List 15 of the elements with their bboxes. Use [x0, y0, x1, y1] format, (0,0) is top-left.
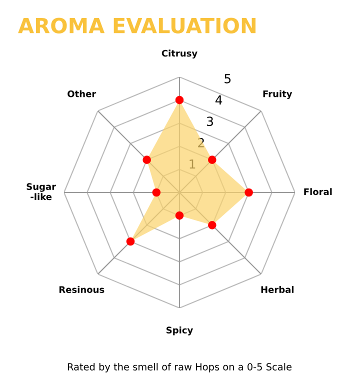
spoke-label: Floral — [304, 188, 332, 196]
spoke-label: Resinous — [59, 286, 104, 293]
spoke-label: Herbal — [261, 286, 294, 293]
spoke-label: Citrusy — [162, 50, 198, 58]
y-tick-label: 5 — [224, 74, 231, 84]
y-tick-label: 1 — [190, 159, 196, 169]
y-tick-label: 3 — [206, 116, 213, 126]
spoke-label: Sugar -like — [26, 183, 56, 200]
y-tick-label: 4 — [215, 95, 222, 105]
spoke-label: Spicy — [166, 326, 193, 336]
chart-title: AROMA EVALUATION — [18, 18, 256, 34]
spoke-label: Other — [68, 90, 96, 98]
spoke-label: Fruity — [263, 90, 292, 100]
y-tick-label: 2 — [198, 138, 204, 148]
text: Rated by the smell of raw Hops on a 0-5 Scale — [68, 362, 292, 372]
